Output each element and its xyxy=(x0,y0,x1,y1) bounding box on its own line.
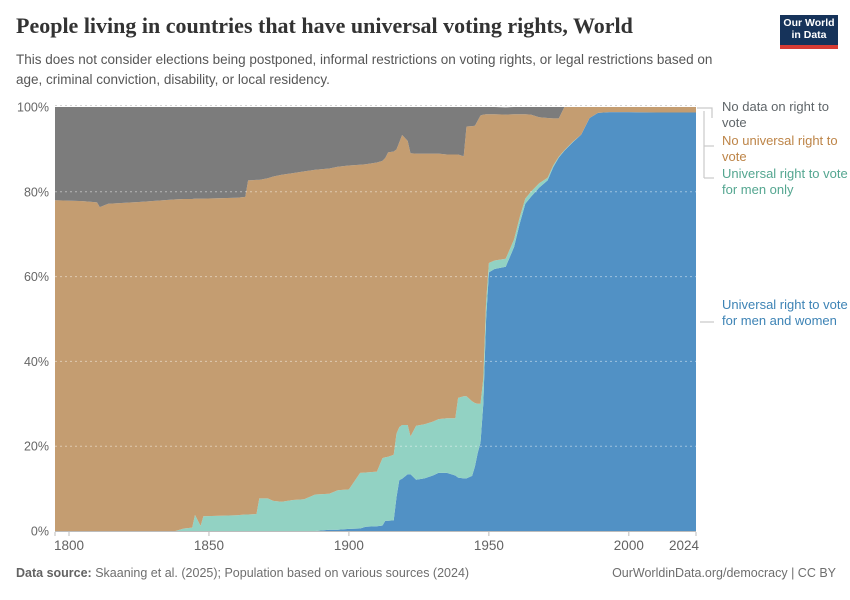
owid-logo-line2: in Data xyxy=(791,29,827,41)
footer-link[interactable]: OurWorldinData.org/democracy | CC BY xyxy=(612,566,836,580)
area-no-universal[interactable] xyxy=(55,107,696,531)
data-source-note: Data source: Skaaning et al. (2025); Pop… xyxy=(16,566,469,580)
x-tick-label-1800: 1800 xyxy=(54,538,84,553)
owid-logo-line1: Our World xyxy=(783,17,835,29)
legend-connector xyxy=(697,107,713,118)
page-title: People living in countries that have uni… xyxy=(16,13,633,38)
legend-item-men-and-women[interactable]: Universal right to vote for men and wome… xyxy=(722,297,848,328)
owid-logo[interactable]: Our World in Data xyxy=(780,15,838,49)
legend-item-men-only[interactable]: Universal right to vote for men only xyxy=(722,166,848,197)
data-source-text: Skaaning et al. (2025); Population based… xyxy=(91,566,470,580)
y-tick-label-60%: 60% xyxy=(24,270,49,284)
y-tick-label-0%: 0% xyxy=(31,525,49,539)
page-subtitle: This does not consider elections being p… xyxy=(16,52,713,87)
x-tick-label-2000: 2000 xyxy=(614,538,644,553)
x-tick-label-2024: 2024 xyxy=(669,538,700,553)
data-source-label: Data source: xyxy=(16,566,92,580)
legend-item-no-data[interactable]: No data on right to vote xyxy=(722,99,829,130)
y-tick-label-40%: 40% xyxy=(24,355,49,369)
area-men-and-women[interactable] xyxy=(55,112,696,531)
x-tick-label-1850: 1850 xyxy=(194,538,224,553)
stacked-area-chart[interactable]: 1800 1850 1900 1950 2000 2024 0% 20% 40% 60% 80% 10… xyxy=(0,95,850,575)
y-tick-label-100%: 100% xyxy=(17,101,49,115)
y-tick-label-20%: 20% xyxy=(24,440,49,454)
y-tick-label-80%: 80% xyxy=(24,185,49,199)
x-tick-label-1950: 1950 xyxy=(474,538,504,553)
area-no-data[interactable] xyxy=(55,107,696,208)
x-tick-label-1900: 1900 xyxy=(334,538,364,553)
legend-item-no-universal[interactable]: No universal right to vote xyxy=(722,133,838,164)
